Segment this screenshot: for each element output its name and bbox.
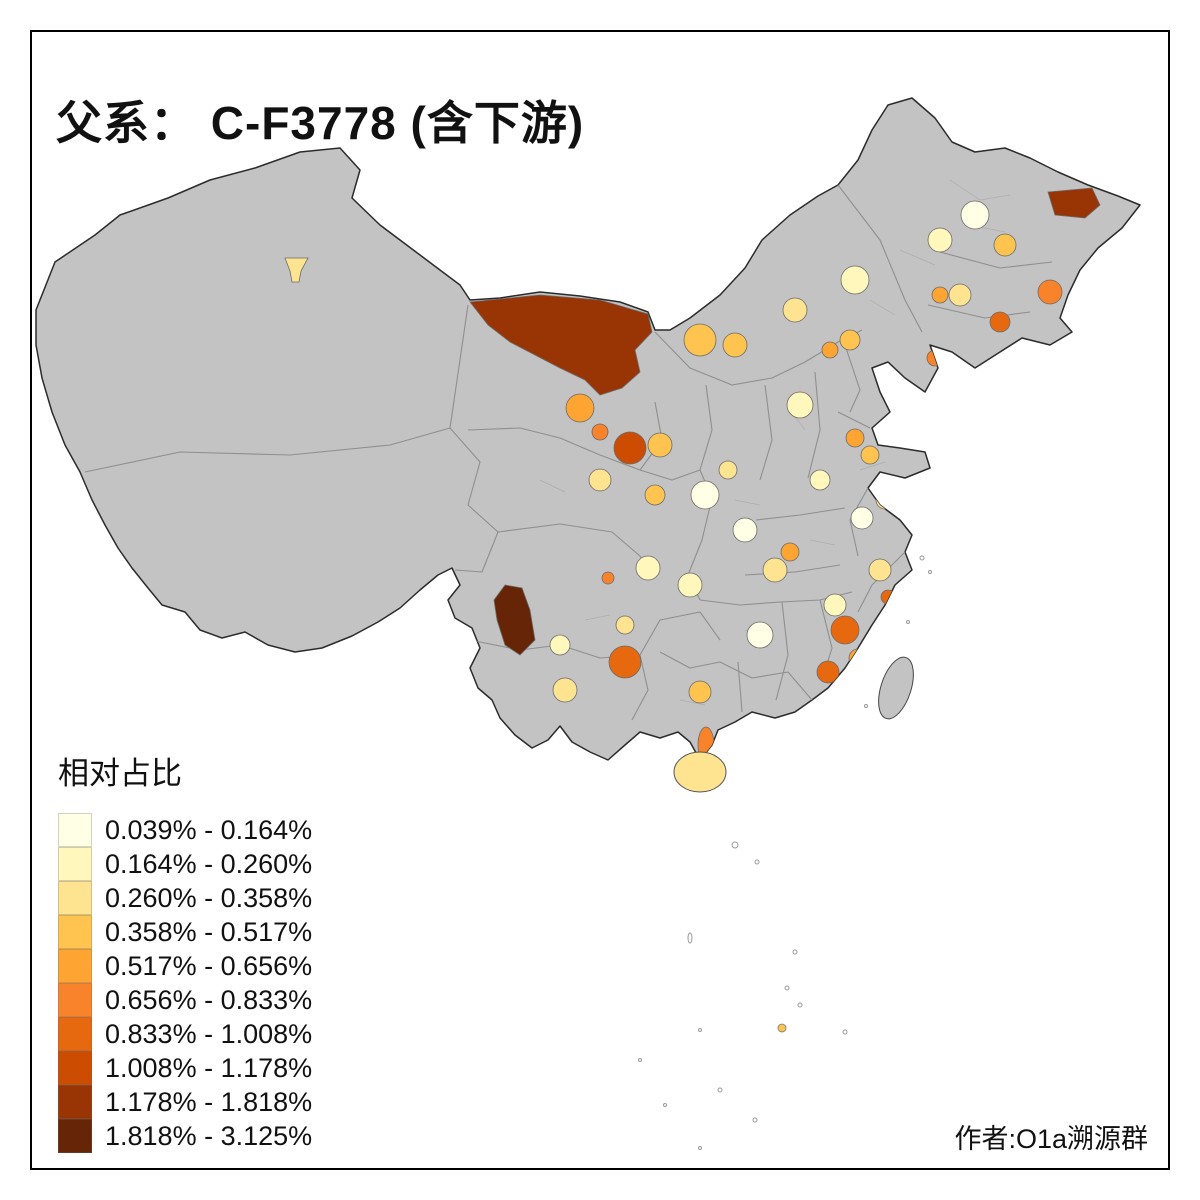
map-region	[927, 227, 953, 253]
map-region	[284, 257, 309, 283]
hainan-island	[673, 751, 727, 793]
taiwan-island	[878, 656, 914, 720]
legend-item: 1.178% - 1.818%	[58, 1085, 312, 1119]
map-region	[588, 468, 612, 492]
legend-swatch	[58, 847, 92, 881]
map-region	[552, 677, 578, 703]
map-region	[746, 621, 774, 649]
map-region	[644, 484, 666, 506]
map-region	[613, 431, 647, 465]
map-region	[948, 283, 972, 307]
map-region	[840, 265, 870, 295]
map-region	[845, 428, 865, 448]
map-region	[765, 717, 775, 727]
map-region	[868, 558, 892, 582]
map-region	[850, 506, 874, 530]
map-region	[493, 584, 536, 656]
legend-item: 0.517% - 0.656%	[58, 949, 312, 983]
map-region	[786, 391, 814, 419]
map-region	[830, 615, 860, 645]
map-region	[889, 419, 911, 441]
map-region	[591, 423, 609, 441]
map-region	[683, 323, 717, 357]
legend-swatch	[58, 813, 92, 847]
legend-swatch	[58, 915, 92, 949]
map-region	[821, 341, 839, 359]
map-region	[732, 517, 758, 543]
legend-label: 1.008% - 1.178%	[105, 1052, 313, 1083]
map-region	[608, 645, 642, 679]
page-title: 父系： C-F3778 (含下游)	[56, 96, 585, 149]
china-mainland	[35, 97, 1141, 761]
legend-item: 1.008% - 1.178%	[58, 1051, 312, 1085]
map-region	[635, 555, 661, 581]
legend-label: 0.833% - 1.008%	[105, 1018, 313, 1049]
map-region	[839, 329, 861, 351]
legend-swatch	[58, 1017, 92, 1051]
legend-swatch	[58, 1085, 92, 1119]
south-china-sea-islets	[638, 555, 932, 1150]
map-region	[989, 311, 1011, 333]
map-region	[809, 469, 831, 491]
map-region	[469, 294, 653, 396]
map-region	[549, 634, 571, 656]
legend: 相对占比 0.039% - 0.164% 0.164% - 0.260% 0.260…	[58, 748, 312, 1153]
map-region	[565, 393, 595, 423]
map-region	[601, 571, 615, 585]
legend-label: 0.656% - 0.833%	[105, 984, 313, 1015]
map-region	[782, 297, 808, 323]
map-region	[931, 286, 949, 304]
map-region	[1047, 187, 1101, 219]
legend-swatch	[58, 1119, 92, 1153]
legend-label: 0.517% - 0.656%	[105, 950, 313, 981]
map-region	[993, 233, 1017, 257]
map-region	[875, 490, 895, 510]
legend-item: 1.818% - 3.125%	[58, 1119, 312, 1153]
map-region	[823, 593, 847, 617]
map-region	[690, 480, 720, 510]
map-region	[960, 200, 990, 230]
legend-swatch	[58, 881, 92, 915]
map-region	[688, 680, 712, 704]
legend-label: 1.178% - 1.818%	[105, 1086, 313, 1117]
legend-label: 0.039% - 0.164%	[105, 814, 313, 845]
colored-regions	[284, 187, 1101, 760]
legend-item: 0.039% - 0.164%	[58, 813, 312, 847]
map-region	[677, 572, 703, 598]
map-region	[718, 460, 738, 480]
legend-item: 0.260% - 0.358%	[58, 881, 312, 915]
map-region	[615, 615, 635, 635]
legend-swatch	[58, 1051, 92, 1085]
map-region	[780, 542, 800, 562]
legend-item: 0.164% - 0.260%	[58, 847, 312, 881]
author-credit: 作者:O1a溯源群	[954, 1124, 1148, 1154]
map-region	[777, 1023, 787, 1033]
legend-item: 0.656% - 0.833%	[58, 983, 312, 1017]
map-region	[762, 557, 788, 583]
map-region	[880, 589, 896, 605]
map-region	[722, 332, 748, 358]
legend-swatch	[58, 983, 92, 1017]
legend-items: 0.039% - 0.164% 0.164% - 0.260% 0.260% - 0…	[58, 813, 312, 1153]
legend-label: 0.260% - 0.358%	[105, 882, 313, 913]
legend-label: 1.818% - 3.125%	[105, 1120, 313, 1151]
map-region	[647, 432, 673, 458]
map-region	[860, 445, 880, 465]
legend-label: 0.164% - 0.260%	[105, 848, 313, 879]
legend-title: 相对占比	[58, 756, 182, 791]
legend-swatch	[58, 949, 92, 983]
legend-item: 0.833% - 1.008%	[58, 1017, 312, 1051]
map-region	[1037, 279, 1063, 305]
legend-label: 0.358% - 0.517%	[105, 916, 313, 947]
legend-item: 0.358% - 0.517%	[58, 915, 312, 949]
map-region	[816, 660, 840, 684]
